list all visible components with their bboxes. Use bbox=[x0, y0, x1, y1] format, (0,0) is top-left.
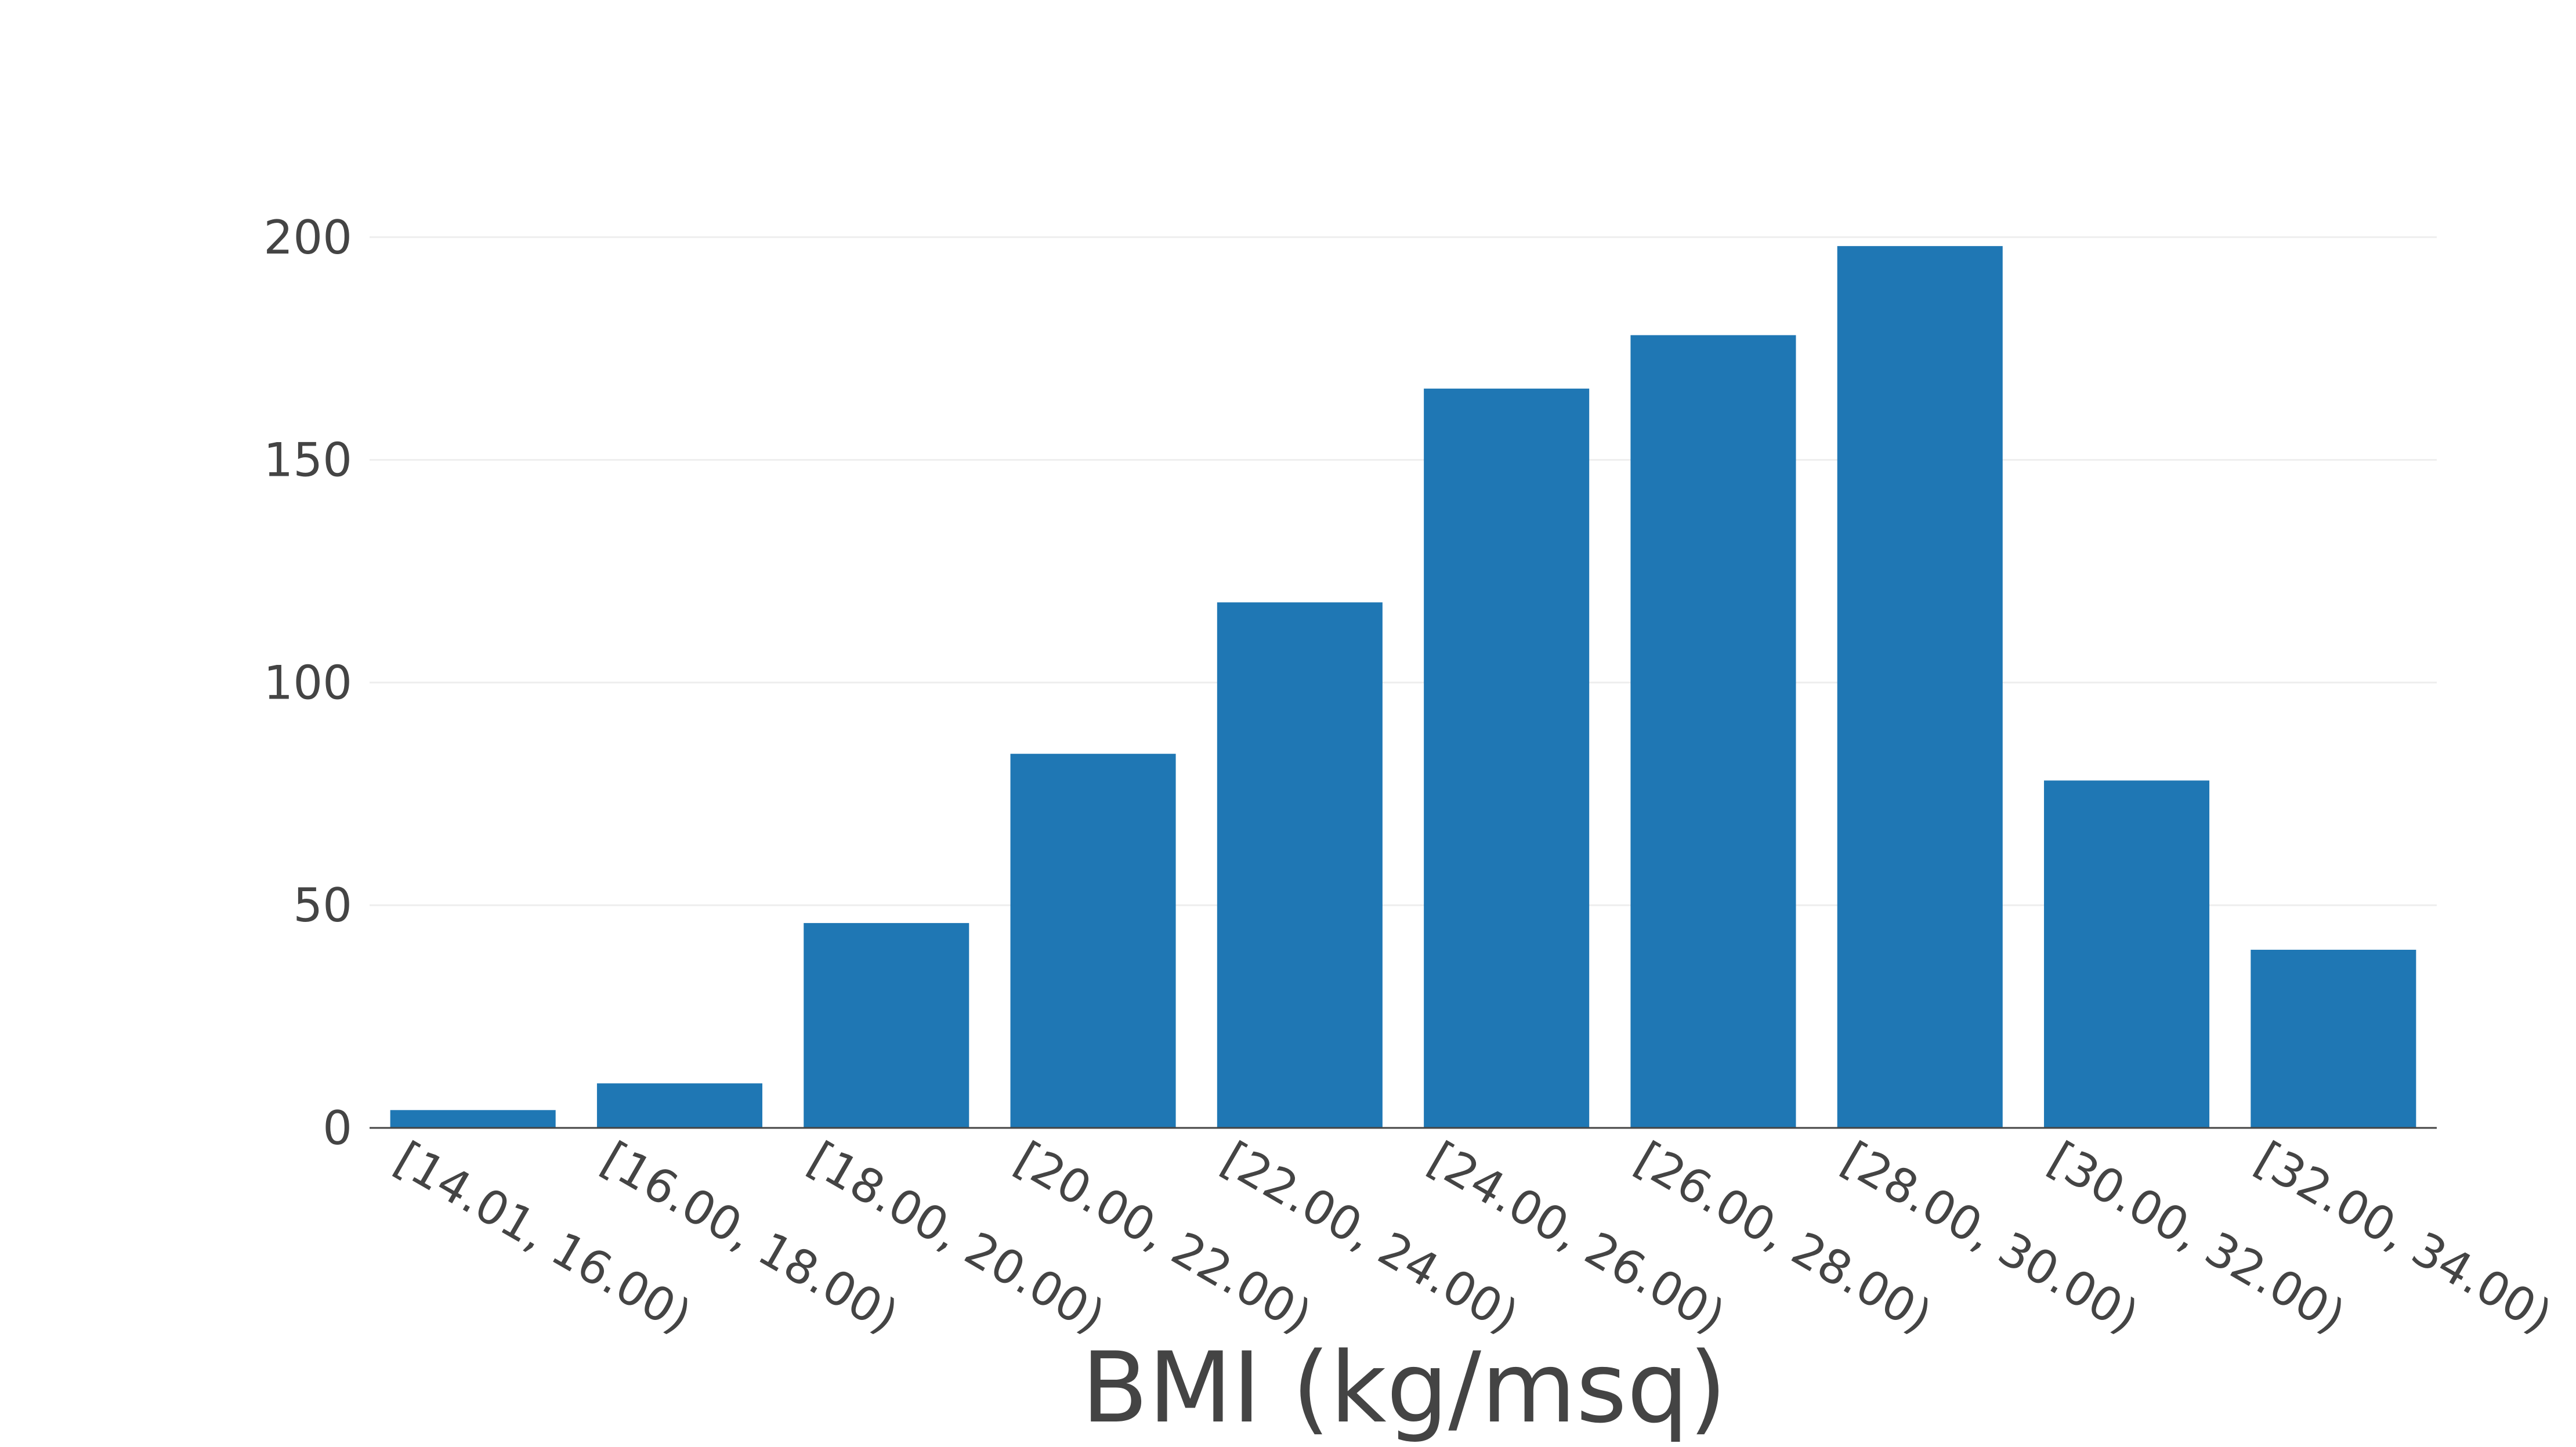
bar bbox=[1424, 388, 1590, 1128]
bar bbox=[2044, 780, 2210, 1128]
x-tick-labels: [14.01, 16.00)[16.00, 18.00)[18.00, 20.0… bbox=[386, 1131, 2561, 1344]
y-tick-label: 0 bbox=[323, 1101, 352, 1155]
y-tick-label: 50 bbox=[293, 878, 352, 932]
y-tick-label: 100 bbox=[263, 656, 352, 710]
bar bbox=[1217, 602, 1383, 1128]
bar bbox=[1010, 754, 1176, 1128]
y-tick-label: 200 bbox=[263, 211, 352, 265]
bar bbox=[1837, 246, 2003, 1128]
y-tick-labels: 0 50 100 150 200 bbox=[263, 211, 352, 1155]
bar bbox=[2251, 949, 2416, 1128]
bar bbox=[804, 923, 969, 1128]
bars bbox=[390, 246, 2416, 1128]
y-tick-label: 150 bbox=[263, 433, 352, 487]
bar bbox=[390, 1110, 556, 1128]
x-axis-title: BMI (kg/msq) bbox=[1081, 1331, 1727, 1445]
bar bbox=[596, 1083, 762, 1128]
bar bbox=[1630, 335, 1796, 1128]
